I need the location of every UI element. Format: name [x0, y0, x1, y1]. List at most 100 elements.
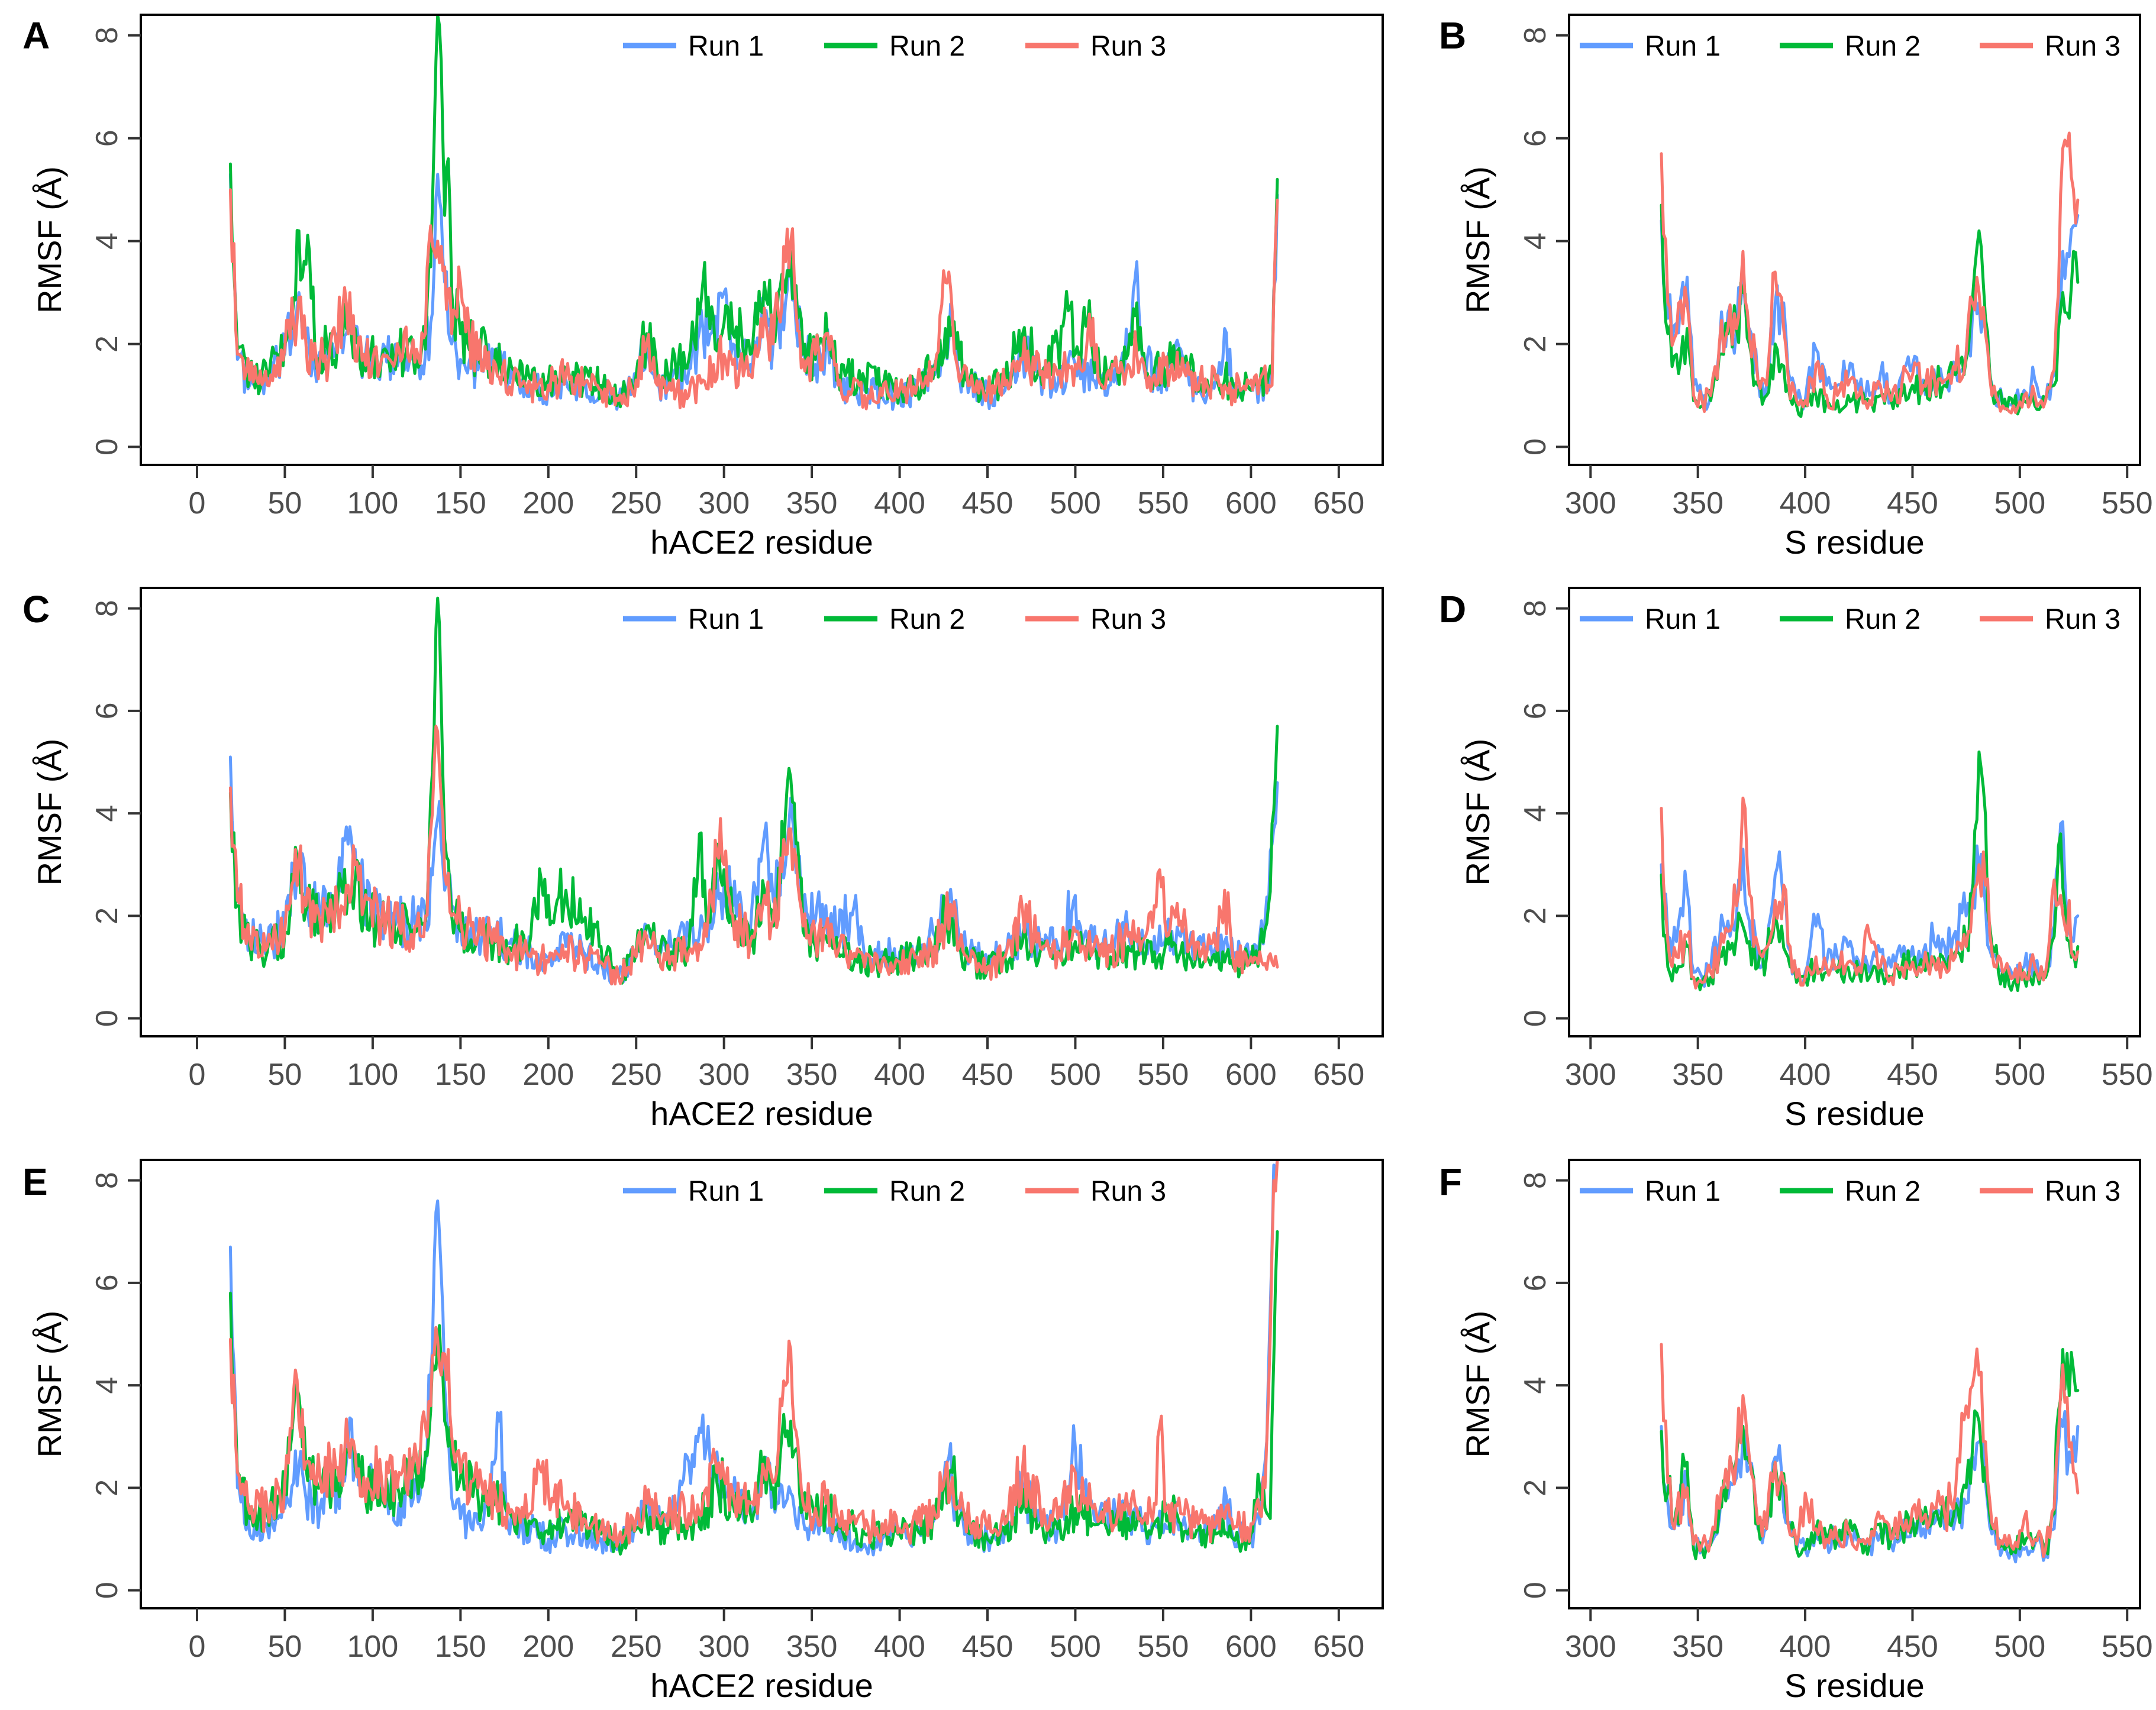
x-tick-label: 250	[611, 486, 662, 521]
series-line-run-3	[228, 188, 1279, 410]
plot-frame	[1568, 1159, 2141, 1609]
x-tick-label: 300	[698, 1630, 750, 1664]
x-tick-label: 600	[1225, 1058, 1277, 1092]
x-tick-label: 250	[611, 1058, 662, 1092]
y-tick-label: 0	[90, 1582, 124, 1599]
series-group	[228, 15, 1279, 411]
y-tick-label: 8	[90, 1172, 124, 1189]
legend-label: Run 1	[1645, 1176, 1721, 1207]
legend-label: Run 3	[1090, 604, 1166, 635]
x-tick-label: 350	[1672, 1630, 1723, 1664]
x-tick-label: 550	[2102, 1630, 2153, 1664]
series-line-run-2	[1660, 750, 2080, 993]
y-axis-label: RMSF (Å)	[31, 1311, 68, 1458]
panel-label: E	[22, 1161, 48, 1203]
legend-label: Run 3	[2045, 604, 2121, 635]
plot-frame	[1568, 14, 2141, 466]
x-tick-label: 50	[268, 486, 302, 521]
panel-e: 0 50 100 150 200 250 300 350 400 450 500 550 600 650 0…	[22, 1159, 1384, 1704]
y-tick-label: 2	[1518, 1479, 1553, 1496]
y-tick-label: 2	[90, 1479, 124, 1496]
y-tick-label: 0	[90, 1010, 124, 1027]
x-tick-label: 400	[874, 1058, 925, 1092]
y-tick-label: 8	[90, 27, 124, 44]
x-tick-label: 200	[522, 486, 574, 521]
y-tick-label: 6	[90, 1274, 124, 1291]
x-tick-label: 300	[698, 486, 750, 521]
y-tick-label: 8	[1518, 1172, 1553, 1189]
x-tick-label: 350	[1672, 1058, 1723, 1092]
plot-frame	[140, 1159, 1384, 1609]
y-tick-label: 0	[90, 438, 124, 455]
x-tick-label: 250	[611, 1630, 662, 1664]
x-tick-label: 300	[698, 1058, 750, 1092]
x-tick-label: 150	[435, 1630, 486, 1664]
panel-label: F	[1439, 1161, 1462, 1203]
y-tick-label: 4	[1518, 232, 1553, 250]
y-tick-label: 4	[90, 232, 124, 250]
x-tick-label: 200	[522, 1630, 574, 1664]
series-line-run-3	[228, 725, 1279, 985]
y-tick-label: 8	[1518, 600, 1553, 617]
panel-label: A	[22, 14, 50, 57]
x-tick-label: 500	[1050, 486, 1101, 521]
y-tick-label: 4	[90, 1377, 124, 1394]
y-tick-label: 2	[1518, 335, 1553, 353]
y-axis-label: RMSF (Å)	[31, 739, 68, 886]
legend-label: Run 3	[1090, 1176, 1166, 1207]
x-axis-label: hACE2 residue	[650, 523, 873, 561]
panel-label: D	[1439, 588, 1466, 631]
legend-label: Run 3	[2045, 1176, 2121, 1207]
x-tick-label: 200	[522, 1058, 574, 1092]
legend-label: Run 2	[889, 1176, 965, 1207]
x-tick-label: 0	[189, 1058, 206, 1092]
y-axis-label: RMSF (Å)	[31, 166, 68, 313]
panel-label: B	[1439, 14, 1466, 57]
y-tick-label: 4	[1518, 805, 1553, 822]
x-tick-label: 450	[1887, 486, 1938, 521]
panel-d: 300 350 400 450 500 550 0 2 4 6 8 S residue RMSF (Å)…	[1439, 587, 2153, 1132]
legend-label: Run 1	[688, 604, 764, 635]
legend: Run 1 Run 2 Run 3	[623, 31, 1166, 62]
x-axis-label: S residue	[1784, 1095, 1925, 1132]
panel-c: 0 50 100 150 200 250 300 350 400 450 500 550 600 650 0…	[22, 587, 1384, 1132]
y-tick-label: 2	[1518, 907, 1553, 925]
legend: Run 1 Run 2 Run 3	[623, 604, 1166, 635]
x-tick-label: 550	[2102, 486, 2153, 521]
y-axis-label: RMSF (Å)	[1459, 739, 1496, 886]
x-tick-label: 500	[1050, 1630, 1101, 1664]
x-tick-label: 0	[189, 486, 206, 521]
x-tick-label: 50	[268, 1058, 302, 1092]
x-tick-label: 500	[1994, 1630, 2045, 1664]
x-tick-label: 300	[1565, 1630, 1616, 1664]
y-tick-label: 6	[90, 130, 124, 147]
x-tick-label: 400	[874, 486, 925, 521]
y-tick-label: 0	[1518, 1010, 1553, 1027]
y-tick-label: 4	[90, 805, 124, 822]
x-tick-label: 550	[1138, 1630, 1189, 1664]
panel-b: 300 350 400 450 500 550 0 2 4 6 8 S residue RMSF (Å)…	[1439, 14, 2153, 561]
x-tick-label: 550	[1138, 1058, 1189, 1092]
series-group	[1660, 131, 2080, 418]
x-axis-label: hACE2 residue	[650, 1667, 873, 1704]
x-tick-label: 450	[962, 1058, 1014, 1092]
x-tick-label: 150	[435, 1058, 486, 1092]
series-line-run-3	[1660, 796, 2080, 990]
x-tick-label: 400	[1780, 1630, 1831, 1664]
legend-label: Run 3	[1090, 31, 1166, 62]
series-line-run-1	[1660, 820, 2080, 988]
x-tick-label: 650	[1313, 486, 1364, 521]
legend-label: Run 2	[1845, 604, 1921, 635]
plot-frame	[140, 587, 1384, 1037]
y-tick-label: 6	[1518, 130, 1553, 147]
x-tick-label: 450	[962, 486, 1014, 521]
y-tick-label: 0	[1518, 438, 1553, 455]
legend-label: Run 1	[1645, 604, 1721, 635]
series-line-run-2	[1660, 203, 2080, 418]
x-axis-label: hACE2 residue	[650, 1095, 873, 1132]
legend-label: Run 1	[688, 31, 764, 62]
x-tick-label: 50	[268, 1630, 302, 1664]
x-tick-label: 500	[1994, 486, 2045, 521]
series-line-run-2	[1660, 1348, 2080, 1560]
